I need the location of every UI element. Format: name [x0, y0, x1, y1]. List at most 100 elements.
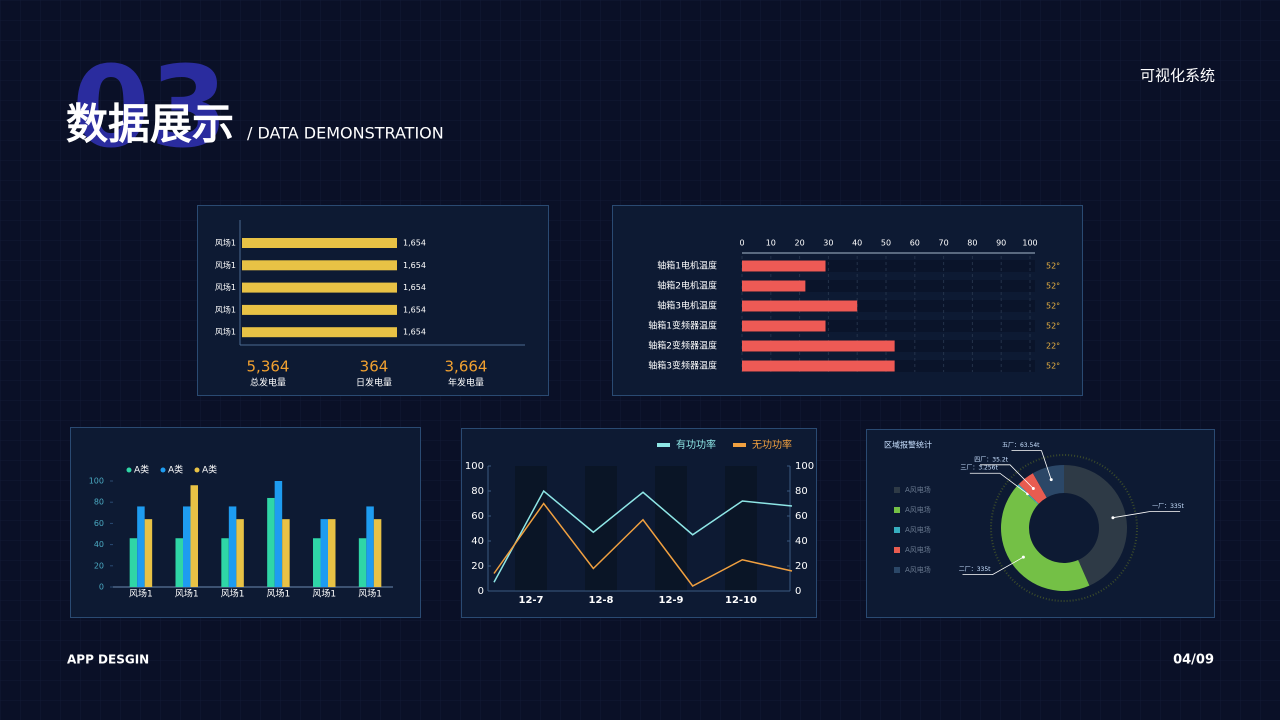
donut-slice [1000, 485, 1090, 592]
x-tick-label: 60 [910, 239, 920, 248]
annotation: 52° [1046, 302, 1060, 311]
x-tick-label: 12-8 [588, 595, 613, 606]
column-band [585, 466, 617, 591]
bar [320, 519, 328, 587]
bar [221, 538, 229, 587]
annotation: 52° [1046, 262, 1060, 271]
category-label: 风场1 [215, 305, 236, 314]
category-label: 风场1 [215, 239, 236, 248]
bar [242, 304, 397, 315]
footer-label: APP DESGIN [67, 653, 149, 667]
stat-value: 5,364 [247, 358, 290, 376]
x-tick-label: 10 [766, 239, 776, 248]
y-tick-label: 40 [94, 540, 104, 549]
y-tick-label: 20 [94, 561, 104, 570]
bar [742, 340, 895, 352]
x-tick-label: 风场1 [267, 589, 291, 600]
x-tick-label: 风场1 [129, 589, 153, 600]
y-tick-label: 0 [99, 583, 104, 592]
bar [742, 360, 895, 372]
x-tick-label: 20 [795, 239, 805, 248]
y-tick-label: 0 [478, 586, 484, 597]
slice-label: 三厂：3.256t [960, 465, 998, 472]
panel [866, 429, 1215, 618]
chart-title: 区域报警统计 [884, 440, 932, 450]
bar [358, 538, 367, 587]
value-label: 1,654 [403, 305, 426, 314]
legend-label: A风电场 [905, 565, 931, 574]
legend-marker [894, 487, 900, 493]
y2-tick-label: 20 [795, 561, 808, 572]
category-label: 轴箱3电机温度 [657, 300, 717, 312]
x-tick-label: 12-10 [725, 595, 757, 606]
value-label: 1,654 [403, 283, 426, 292]
legend-label: A风电场 [905, 505, 931, 514]
y-tick-label: 60 [94, 519, 104, 528]
x-tick-label: 风场1 [312, 589, 336, 600]
value-label: 1,654 [403, 328, 426, 337]
line-series [493, 502, 793, 587]
y-tick-label: 60 [471, 511, 484, 522]
bar [742, 280, 806, 292]
legend-label: 有功功率 [676, 438, 716, 451]
category-label: 轴箱2电机温度 [657, 280, 717, 292]
leader-line [1011, 450, 1052, 480]
bar [313, 538, 321, 587]
stat-label: 年发电量 [448, 377, 484, 389]
x-tick-label: 0 [739, 239, 744, 248]
bar [242, 238, 397, 248]
line-series [493, 489, 793, 583]
donut-slice [1064, 465, 1128, 586]
legend-marker [194, 467, 200, 473]
bar [328, 519, 336, 587]
legend-label: A风电场 [905, 485, 931, 494]
x-tick-label: 100 [1022, 239, 1037, 248]
legend-label: A类 [168, 464, 183, 476]
y-tick-label: 80 [94, 498, 104, 507]
x-tick-label: 12-9 [658, 595, 683, 606]
bar [175, 538, 183, 587]
donut-slice [1032, 465, 1064, 498]
slice-label: 一厂：335t [1152, 503, 1184, 510]
x-tick-label: 70 [939, 239, 949, 248]
bar [282, 519, 290, 587]
column-band [515, 466, 547, 591]
legend-label: 无功功率 [752, 438, 792, 451]
leader-line [980, 464, 1034, 489]
legend-marker [160, 467, 166, 473]
x-tick-label: 90 [996, 239, 1006, 248]
legend-label: A类 [134, 464, 149, 476]
bar [144, 519, 153, 587]
section-number: 03 [72, 43, 228, 173]
annotation: 52° [1046, 282, 1060, 291]
bar [742, 320, 826, 332]
outer-ring [990, 454, 1138, 602]
y-tick-label: 20 [471, 561, 484, 572]
category-label: 轴箱1变频器温度 [648, 320, 717, 332]
bar [373, 519, 382, 587]
x-tick-label: 风场1 [358, 589, 382, 600]
page-title: 数据展示 [66, 100, 234, 149]
category-label: 轴箱1电机温度 [657, 260, 717, 272]
bar [742, 260, 826, 272]
bar [137, 506, 145, 587]
leader-line [962, 556, 1024, 576]
stat-label: 日发电量 [356, 377, 392, 389]
y2-tick-label: 40 [795, 536, 808, 547]
legend-marker [894, 507, 900, 513]
bar [242, 282, 397, 293]
value-label: 1,654 [403, 261, 426, 270]
slice-label: 五厂：63.54t [1002, 442, 1040, 449]
legend-marker [733, 443, 746, 447]
category-label: 风场1 [215, 328, 236, 337]
stat-value: 364 [360, 358, 389, 376]
bar [228, 506, 237, 587]
x-tick-label: 80 [967, 239, 977, 248]
y2-tick-label: 60 [795, 511, 808, 522]
bar [242, 260, 397, 271]
slice-label: 二厂：335t [959, 566, 991, 573]
category-label: 风场1 [215, 261, 236, 270]
y2-tick-label: 80 [795, 486, 808, 497]
bar [267, 497, 275, 587]
